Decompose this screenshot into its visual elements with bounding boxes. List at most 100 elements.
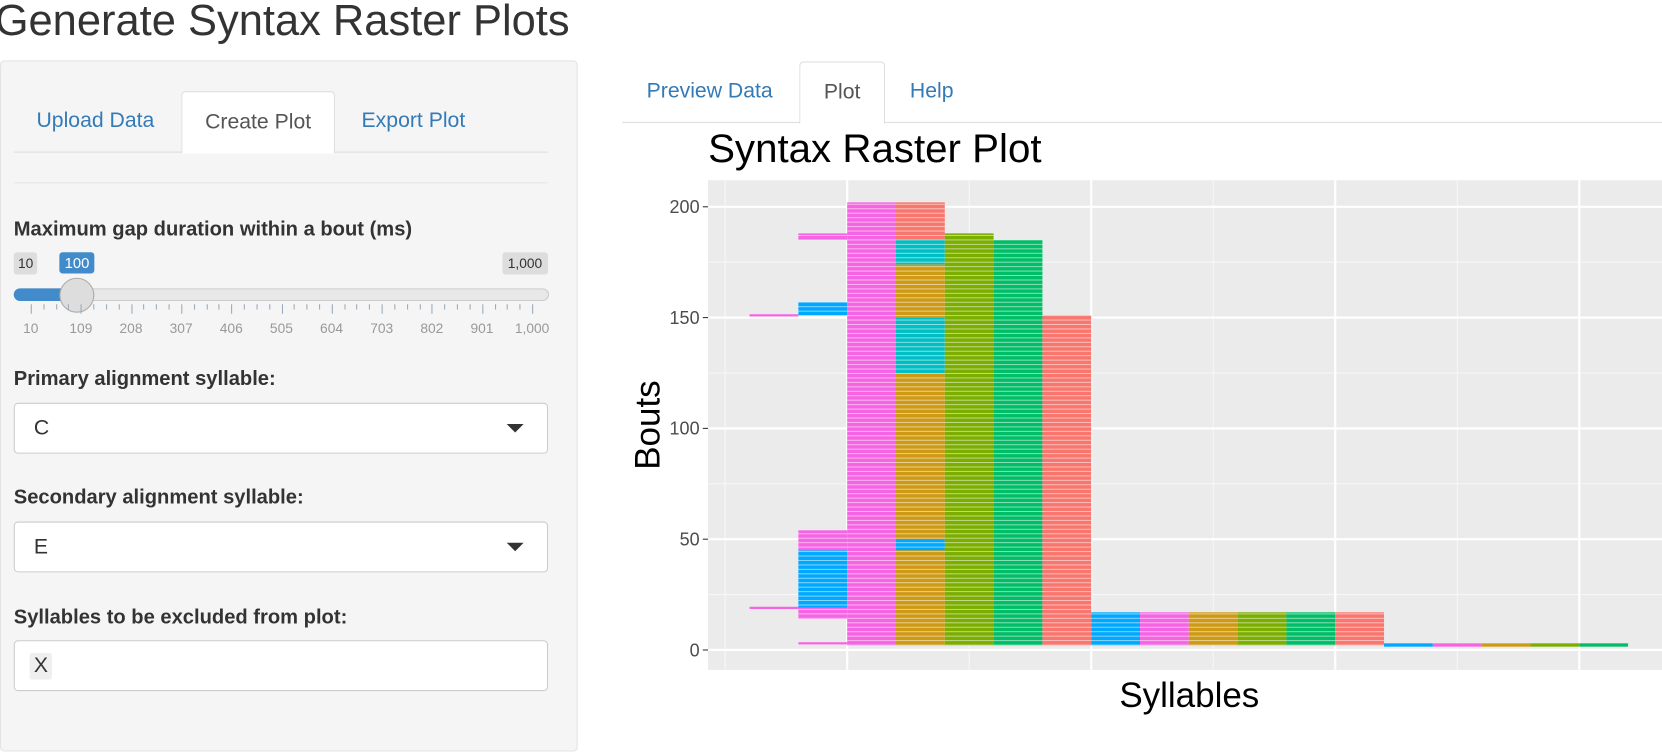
stripes <box>847 202 896 646</box>
slider-tick-label: 604 <box>320 320 344 337</box>
slider-tick <box>381 304 383 314</box>
stripes <box>1237 612 1287 646</box>
multi-select[interactable]: X <box>13 640 549 692</box>
stripes <box>895 317 945 373</box>
slider-minor-tick <box>168 304 170 310</box>
slider-minor-tick <box>519 304 521 310</box>
slider-minor-tick <box>43 304 45 310</box>
y-tick-label: 100 <box>670 419 700 439</box>
slider-tick <box>431 304 433 314</box>
slider-label: Maximum gap duration within a bout (ms) <box>13 218 413 241</box>
y-tick-label: 50 <box>680 530 700 550</box>
tab[interactable]: Upload Data <box>36 109 155 133</box>
x-axis-label: Syllables <box>1119 676 1259 715</box>
slider-tick <box>30 304 32 314</box>
tab[interactable]: Plot <box>799 61 886 125</box>
selected-tag[interactable]: X <box>29 652 53 680</box>
slider-tick <box>80 304 82 314</box>
slider-tick-label: 10 <box>23 320 39 337</box>
slider-tick <box>131 304 133 314</box>
y-axis-label: Bouts <box>628 380 667 469</box>
slider-tick <box>281 304 283 314</box>
select-label: Primary alignment syllable: <box>13 367 276 391</box>
raster-segment <box>1530 643 1580 647</box>
slider-tick <box>231 304 233 314</box>
chart-title: Syntax Raster Plot <box>708 126 1041 171</box>
slider-minor-tick <box>118 304 120 310</box>
stripes <box>944 233 994 646</box>
slider-minor-tick <box>68 304 70 310</box>
slider-minor-tick <box>406 304 408 310</box>
stripes <box>993 240 1043 646</box>
slider-tick-label: 1,000 <box>514 320 550 337</box>
slider-minor-tick <box>344 304 346 310</box>
slider-minor-tick <box>243 304 245 310</box>
slider-tick <box>481 304 484 314</box>
slider-tick <box>331 304 333 314</box>
caret <box>506 423 524 433</box>
slider-minor-tick <box>193 304 195 310</box>
stripes <box>895 372 945 646</box>
stripes <box>895 240 945 265</box>
slider-minor-tick <box>156 304 158 310</box>
raster-segment <box>798 642 848 645</box>
slider-minor-tick <box>55 304 57 310</box>
slider-minor-tick <box>356 304 358 310</box>
slider-minor-tick <box>456 304 458 310</box>
select-value: E <box>33 535 49 559</box>
raster-segment <box>1481 643 1531 647</box>
tab[interactable]: Preview Data <box>646 79 773 103</box>
stripes <box>895 264 945 318</box>
slider-minor-tick <box>319 304 321 310</box>
slider-minor-tick <box>306 304 308 310</box>
select[interactable]: C <box>13 402 549 454</box>
slider-minor-tick <box>143 304 145 310</box>
slider-tick <box>181 304 183 314</box>
stripes <box>798 302 848 316</box>
stripes <box>895 539 945 551</box>
slider-min: 10 <box>13 252 38 275</box>
slider-value: 100 <box>59 252 95 274</box>
slider-minor-tick <box>268 304 270 310</box>
select-label: Secondary alignment syllable: <box>13 486 304 509</box>
slider-minor-tick <box>293 304 296 310</box>
tab-line <box>622 121 1662 123</box>
slider-minor-tick <box>419 304 421 310</box>
slider-minor-tick <box>444 304 446 310</box>
page-title: Generate Syntax Raster Plots <box>0 0 570 45</box>
stripes <box>798 550 848 608</box>
slider-minor-tick <box>256 304 258 310</box>
stripes <box>1188 612 1238 646</box>
stripes <box>798 607 848 619</box>
slider-minor-tick <box>369 304 371 310</box>
stripes <box>798 233 848 241</box>
select-label: Syllables to be excluded from plot: <box>13 606 348 629</box>
slider-tick-label: 406 <box>219 320 243 337</box>
slider-tick <box>532 304 534 314</box>
tab[interactable]: Create Plot <box>181 91 335 154</box>
raster-segment <box>1384 643 1433 647</box>
slider-minor-tick <box>93 304 95 310</box>
slider-handle[interactable] <box>59 277 95 313</box>
slider-tick-label: 307 <box>169 320 193 337</box>
slider-tick-label: 109 <box>69 320 93 337</box>
select[interactable]: E <box>13 521 549 573</box>
raster-segment <box>1579 643 1629 647</box>
slider-minor-tick <box>507 304 509 310</box>
stripes <box>1286 612 1336 646</box>
slider-tick-label: 802 <box>420 320 444 337</box>
slider-max: 1,000 <box>502 252 548 275</box>
slider-minor-tick <box>218 304 220 310</box>
stripes <box>895 202 945 241</box>
raster-segment <box>749 606 799 609</box>
tab[interactable]: Export Plot <box>361 109 466 133</box>
stripes <box>798 530 848 551</box>
slider-tick-label: 901 <box>470 320 494 337</box>
y-tick-label: 0 <box>690 640 700 660</box>
tab[interactable]: Help <box>909 79 954 103</box>
slider-tick-label: 208 <box>119 320 143 337</box>
slider-minor-tick <box>105 304 107 310</box>
divider <box>13 182 549 184</box>
